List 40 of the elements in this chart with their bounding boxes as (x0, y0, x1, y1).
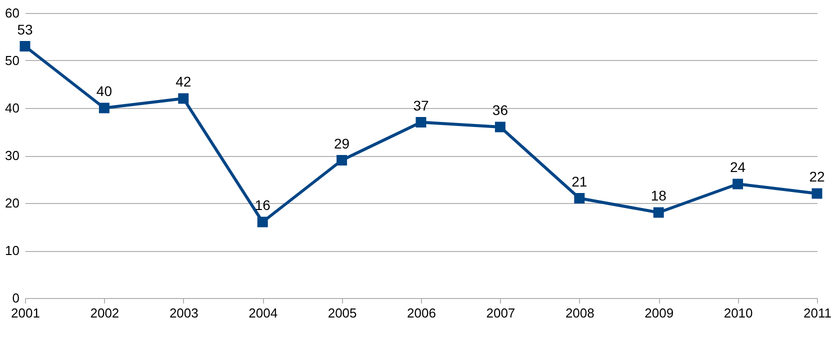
x-tick-label: 2008 (565, 306, 594, 320)
point (653, 207, 664, 218)
x-tick-label: 2005 (328, 306, 357, 320)
x-tick-label: 2011 (804, 306, 832, 320)
data-label: 21 (572, 173, 588, 190)
data-label: 40 (96, 83, 112, 99)
x-tick-label: 2009 (644, 306, 674, 320)
y-tick-label: 0 (12, 290, 20, 306)
y-tick-label: 10 (5, 243, 20, 258)
data-label: 22 (809, 168, 825, 184)
x-tick-label: 2002 (90, 306, 120, 320)
y-tick-label: 50 (5, 53, 20, 68)
x-tick-label: 2001 (11, 306, 40, 320)
point (98, 102, 110, 114)
data-label: 37 (413, 97, 429, 114)
data-label: 53 (17, 21, 33, 38)
point (257, 216, 268, 228)
y-tick-label: 30 (5, 148, 20, 163)
x-tick-label: 2004 (248, 306, 278, 320)
point (20, 41, 30, 52)
data-label: 42 (176, 74, 192, 90)
point (732, 178, 744, 190)
point (178, 93, 189, 104)
data-label: 24 (730, 159, 746, 175)
y-tick-label: 20 (5, 196, 20, 210)
data-label: 36 (492, 102, 508, 118)
x-tick-label: 2007 (486, 306, 516, 320)
y-tick-label: 60 (5, 6, 20, 20)
x-tick-label: 2003 (169, 306, 198, 320)
x-tick-label: 2010 (724, 306, 753, 320)
data-label: 29 (334, 135, 350, 152)
point (336, 155, 348, 166)
data-label: 16 (254, 197, 271, 213)
x-tick-label: 2006 (407, 306, 436, 320)
y-tick-label: 40 (5, 100, 20, 116)
point (416, 117, 426, 128)
point (812, 188, 822, 199)
data-label: 18 (650, 188, 667, 204)
point (574, 193, 585, 204)
point (494, 122, 506, 132)
